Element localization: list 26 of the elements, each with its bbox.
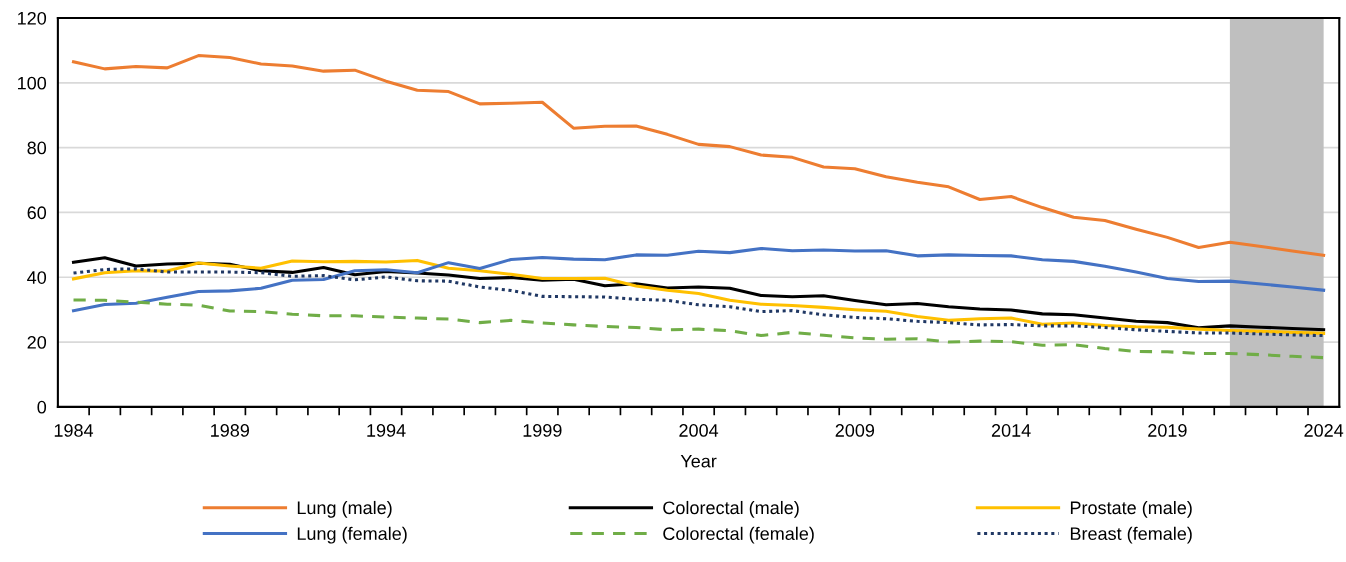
x-tick-label: 2014 (991, 424, 1031, 437)
x-tick-label: 2024 (1304, 424, 1344, 437)
x-tick-label: 1989 (211, 424, 249, 437)
x-tick-label: 1994 (367, 424, 406, 437)
legend-label: Prostate (male) (1070, 500, 1192, 518)
legend-label: Lung (female) (297, 526, 407, 544)
x-axis-title: Year (680, 454, 717, 468)
x-tick-label: 2009 (835, 424, 875, 437)
x-tick-label: 1999 (523, 424, 562, 437)
line-series (71, 54, 1326, 257)
legend-label: Colorectal (female) (663, 526, 814, 544)
y-tick-label: 0 (37, 400, 47, 414)
x-tick-label: 2019 (1148, 424, 1187, 437)
y-tick-label: 60 (27, 206, 47, 220)
x-tick-label: 1984 (54, 424, 94, 437)
y-tick-label: 20 (27, 336, 47, 349)
line-series (71, 246, 1326, 313)
y-tick-label: 120 (18, 11, 47, 25)
y-tick-label: 40 (27, 271, 47, 284)
line-series (71, 298, 1326, 360)
x-tick-label: 2004 (679, 424, 719, 437)
y-tick-label: 100 (18, 76, 47, 90)
y-tick-label: 80 (27, 141, 47, 155)
legend-label: Colorectal (male) (663, 500, 799, 518)
legend-label: Breast (female) (1070, 526, 1192, 544)
legend-label: Lung (male) (297, 500, 392, 518)
